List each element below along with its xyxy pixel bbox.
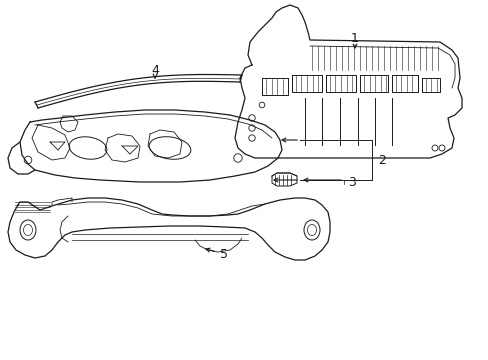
Text: 3: 3: [347, 176, 355, 189]
Text: 1: 1: [350, 31, 358, 45]
Text: 4: 4: [151, 63, 159, 77]
Text: 2: 2: [377, 153, 385, 166]
Text: 5: 5: [220, 248, 227, 261]
